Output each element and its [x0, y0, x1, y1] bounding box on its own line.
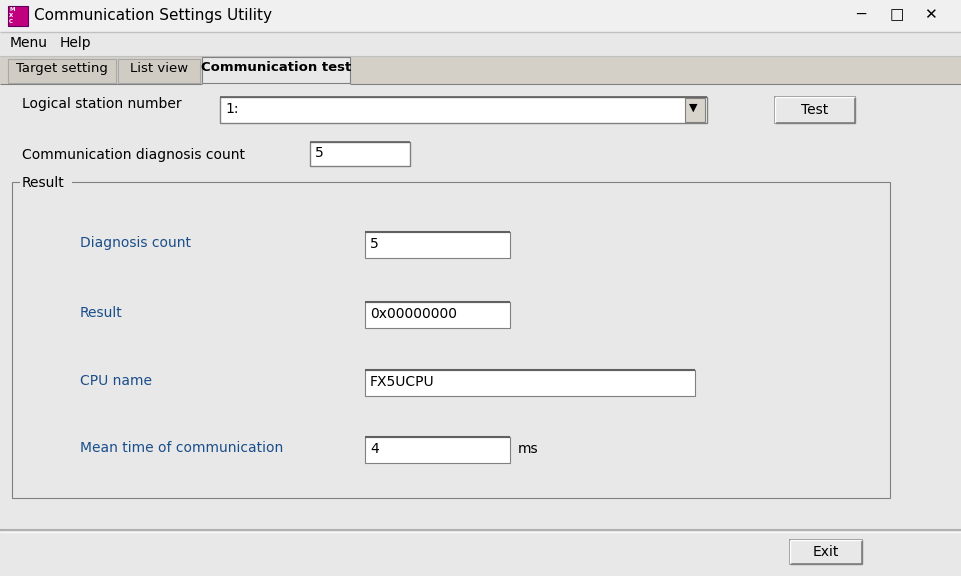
Text: Result: Result [80, 306, 123, 320]
Text: X: X [9, 13, 13, 18]
Bar [0, 530, 961, 576]
Text: ▼: ▼ [689, 103, 698, 113]
Text: ms: ms [518, 442, 538, 456]
Text: Communication test: Communication test [201, 61, 351, 74]
Text: Menu: Menu [10, 36, 48, 50]
Bar [118, 59, 200, 83]
Text: M: M [9, 7, 14, 12]
Bar [0, 0, 961, 32]
Bar [202, 57, 350, 83]
Bar [0, 56, 961, 84]
Bar [220, 97, 707, 123]
Text: 1:: 1: [225, 102, 238, 116]
Bar [20, 175, 72, 189]
Bar [0, 32, 961, 56]
Text: Exit: Exit [813, 545, 839, 559]
Text: ─: ─ [856, 7, 865, 22]
Text: 5: 5 [315, 146, 324, 160]
Bar [365, 437, 510, 463]
Text: Test: Test [801, 103, 828, 117]
Bar [0, 84, 961, 576]
Text: FX5UCPU: FX5UCPU [370, 375, 434, 389]
Text: 4: 4 [370, 442, 379, 456]
Text: C: C [9, 19, 13, 24]
Bar [365, 370, 695, 396]
Text: 0x00000000: 0x00000000 [370, 307, 457, 321]
Text: Logical station number: Logical station number [22, 97, 182, 111]
Bar [685, 98, 705, 122]
Text: 5: 5 [370, 237, 379, 251]
Text: Target setting: Target setting [16, 62, 108, 75]
Bar [8, 59, 116, 83]
Bar [775, 97, 855, 123]
Text: List view: List view [130, 62, 188, 75]
Text: Diagnosis count: Diagnosis count [80, 236, 191, 250]
Text: □: □ [890, 7, 904, 22]
Bar [365, 232, 510, 258]
Bar [365, 302, 510, 328]
Text: Mean time of communication: Mean time of communication [80, 441, 283, 455]
Text: Result: Result [22, 176, 64, 190]
Bar [310, 142, 410, 166]
Bar [790, 540, 862, 564]
Text: Communication diagnosis count: Communication diagnosis count [22, 148, 245, 162]
Text: ✕: ✕ [924, 7, 937, 22]
Text: Help: Help [60, 36, 91, 50]
Bar [12, 182, 890, 498]
Bar [8, 6, 28, 26]
Text: CPU name: CPU name [80, 374, 152, 388]
Text: Communication Settings Utility: Communication Settings Utility [34, 8, 272, 23]
